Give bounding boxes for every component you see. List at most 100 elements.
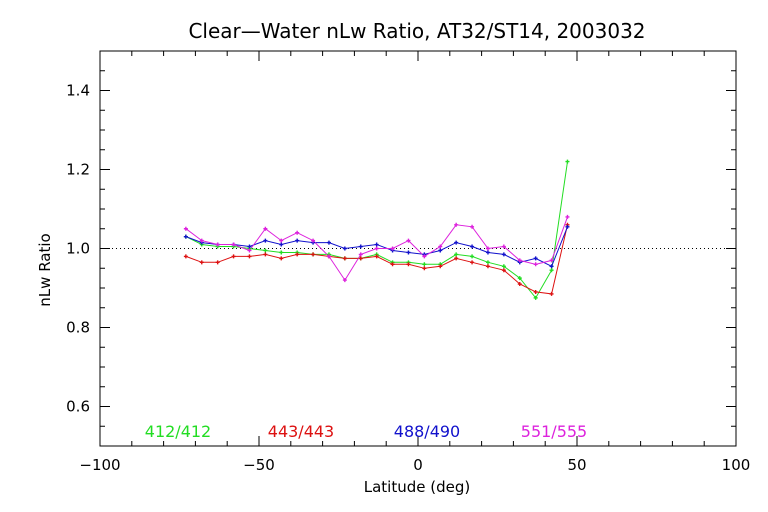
- data-point: [406, 250, 411, 255]
- y-tick-label: 0.8: [66, 319, 90, 337]
- data-point: [279, 250, 284, 255]
- data-point: [295, 238, 300, 243]
- data-point: [247, 248, 252, 253]
- data-point: [549, 291, 554, 296]
- data-point: [470, 244, 475, 249]
- data-point: [295, 230, 300, 235]
- data-point: [279, 256, 284, 261]
- y-tick-label: 1.2: [66, 161, 90, 179]
- y-tick-label: 1.4: [66, 82, 90, 100]
- data-point: [533, 262, 538, 267]
- data-point: [454, 222, 459, 227]
- data-point: [374, 242, 379, 247]
- data-point: [374, 246, 379, 251]
- data-point: [311, 252, 316, 257]
- data-point: [390, 262, 395, 267]
- data-point: [470, 260, 475, 265]
- data-point: [406, 238, 411, 243]
- legend: 412/412 443/443 488/490 551/555: [145, 422, 587, 441]
- x-tick-label: −50: [243, 456, 275, 474]
- data-point: [501, 252, 506, 257]
- data-point: [422, 254, 427, 259]
- x-tick-label: −100: [79, 456, 120, 474]
- data-point: [422, 266, 427, 271]
- data-point: [470, 254, 475, 259]
- data-point: [326, 254, 331, 259]
- data-point: [358, 252, 363, 257]
- data-point: [247, 244, 252, 249]
- data-point: [454, 240, 459, 245]
- data-point: [231, 254, 236, 259]
- series-line: [185, 224, 568, 295]
- data-point: [549, 264, 554, 269]
- legend-entry: 551/555: [521, 422, 587, 441]
- y-axis-label: nLw Ratio: [36, 233, 54, 306]
- data-point: [533, 289, 538, 294]
- data-point: [342, 278, 347, 283]
- series-points: [183, 159, 570, 300]
- data-point: [183, 234, 188, 239]
- data-point: [501, 244, 506, 249]
- data-point: [263, 238, 268, 243]
- y-tick-label: 1.0: [66, 240, 90, 258]
- data-point: [342, 246, 347, 251]
- data-point: [517, 258, 522, 263]
- tick-labels: −100 −50 0 50 100 0.6 0.8 1.0 1.2 1.4: [66, 82, 750, 475]
- data-point: [454, 252, 459, 257]
- data-point: [549, 268, 554, 273]
- data-point: [454, 256, 459, 261]
- data-point: [438, 264, 443, 269]
- chart-title: Clear—Water nLw Ratio, AT32/ST14, 200303…: [188, 19, 645, 43]
- data-point: [342, 256, 347, 261]
- data-point: [485, 246, 490, 251]
- data-point: [565, 159, 570, 164]
- data-point: [565, 214, 570, 219]
- data-point: [263, 226, 268, 231]
- data-point: [199, 238, 204, 243]
- data-point: [438, 248, 443, 253]
- data-point: [215, 260, 220, 265]
- x-tick-label: 0: [413, 456, 423, 474]
- data-point: [390, 246, 395, 251]
- x-tick-label: 100: [722, 456, 751, 474]
- legend-entry: 443/443: [268, 422, 334, 441]
- data-point: [183, 226, 188, 231]
- data-point: [533, 295, 538, 300]
- data-point: [533, 256, 538, 261]
- data-point: [438, 244, 443, 249]
- data-point: [517, 276, 522, 281]
- legend-entry: 488/490: [394, 422, 460, 441]
- series-line: [185, 161, 568, 299]
- data-point: [485, 260, 490, 265]
- data-point: [565, 224, 570, 229]
- data-point: [183, 254, 188, 259]
- data-point: [501, 268, 506, 273]
- data-point: [215, 242, 220, 247]
- data-point: [549, 258, 554, 263]
- legend-entry: 412/412: [145, 422, 211, 441]
- x-tick-label: 50: [567, 456, 586, 474]
- series-lines: [185, 161, 568, 299]
- data-point: [295, 252, 300, 257]
- data-point: [247, 254, 252, 259]
- data-point: [406, 262, 411, 267]
- data-point: [279, 238, 284, 243]
- data-point: [231, 242, 236, 247]
- x-axis-label: Latitude (deg): [364, 478, 470, 496]
- data-point: [485, 250, 490, 255]
- y-tick-label: 0.6: [66, 398, 90, 416]
- data-point: [279, 242, 284, 247]
- data-point: [501, 264, 506, 269]
- data-point: [485, 264, 490, 269]
- data-point: [358, 244, 363, 249]
- data-point: [199, 260, 204, 265]
- axis-ticks: [99, 50, 737, 447]
- data-point: [263, 248, 268, 253]
- data-point: [358, 256, 363, 261]
- data-point: [311, 238, 316, 243]
- data-point: [326, 240, 331, 245]
- data-point: [263, 252, 268, 257]
- data-point: [374, 254, 379, 259]
- data-point: [470, 224, 475, 229]
